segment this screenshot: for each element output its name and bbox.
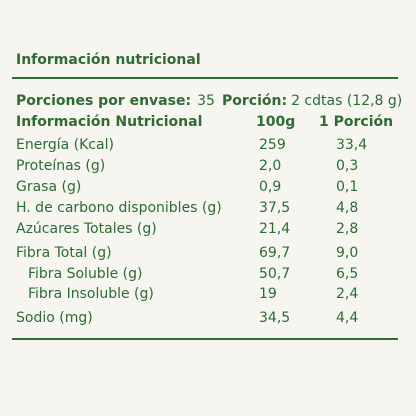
row-per-portion: 2,4 [336, 286, 359, 302]
row-per-portion: 4,4 [336, 310, 359, 326]
header-per-portion: 1 Porción [319, 114, 394, 130]
row-name: Sodio (mg) [16, 310, 93, 326]
row-name: Energía (Kcal) [16, 137, 114, 153]
portion-size: Porción: 2 cdtas (12,8 g) [222, 93, 402, 109]
row-per-100g: 259 [259, 137, 286, 153]
row-per-100g: 2,0 [259, 158, 282, 174]
portion-value: 2 cdtas (12,8 g) [291, 93, 403, 109]
row-per-100g: 69,7 [259, 245, 291, 261]
table-row: Energía (Kcal) 259 33,4 [0, 137, 416, 157]
servings-per-container: Porciones por envase: 35 [16, 93, 215, 109]
header-per-100g: 100g [256, 114, 296, 130]
table-row: Fibra Total (g) 69,7 9,0 [0, 245, 416, 265]
row-per-portion: 33,4 [336, 137, 368, 153]
row-per-100g: 34,5 [259, 310, 291, 326]
row-name: Grasa (g) [16, 179, 82, 195]
portion-label: Porción: [222, 93, 288, 109]
table-row: Fibra Insoluble (g) 19 2,4 [0, 286, 416, 306]
row-name: H. de carbono disponibles (g) [16, 200, 222, 216]
row-per-portion: 4,8 [336, 200, 359, 216]
row-per-100g: 0,9 [259, 179, 282, 195]
servings-value: 35 [197, 93, 215, 109]
table-row: Azúcares Totales (g) 21,4 2,8 [0, 221, 416, 241]
row-per-100g: 21,4 [259, 221, 291, 237]
row-name: Fibra Soluble (g) [28, 266, 143, 282]
row-name: Fibra Total (g) [16, 245, 112, 261]
row-per-portion: 2,8 [336, 221, 359, 237]
row-name: Fibra Insoluble (g) [28, 286, 154, 302]
top-divider [12, 77, 398, 79]
row-per-100g: 19 [259, 286, 277, 302]
row-name: Proteínas (g) [16, 158, 106, 174]
row-per-100g: 50,7 [259, 266, 291, 282]
header-name: Información Nutricional [16, 114, 203, 130]
row-per-portion: 9,0 [336, 245, 359, 261]
table-row: Grasa (g) 0,9 0,1 [0, 179, 416, 199]
table-row: Fibra Soluble (g) 50,7 6,5 [0, 266, 416, 286]
row-name: Azúcares Totales (g) [16, 221, 157, 237]
row-per-portion: 6,5 [336, 266, 359, 282]
table-row: Sodio (mg) 34,5 4,4 [0, 310, 416, 330]
table-row: H. de carbono disponibles (g) 37,5 4,8 [0, 200, 416, 220]
servings-label: Porciones por envase: [16, 93, 192, 109]
table-title: Información nutricional [16, 52, 201, 68]
row-per-100g: 37,5 [259, 200, 291, 216]
row-per-portion: 0,1 [336, 179, 359, 195]
table-row: Proteínas (g) 2,0 0,3 [0, 158, 416, 178]
bottom-divider [12, 338, 398, 340]
row-per-portion: 0,3 [336, 158, 359, 174]
